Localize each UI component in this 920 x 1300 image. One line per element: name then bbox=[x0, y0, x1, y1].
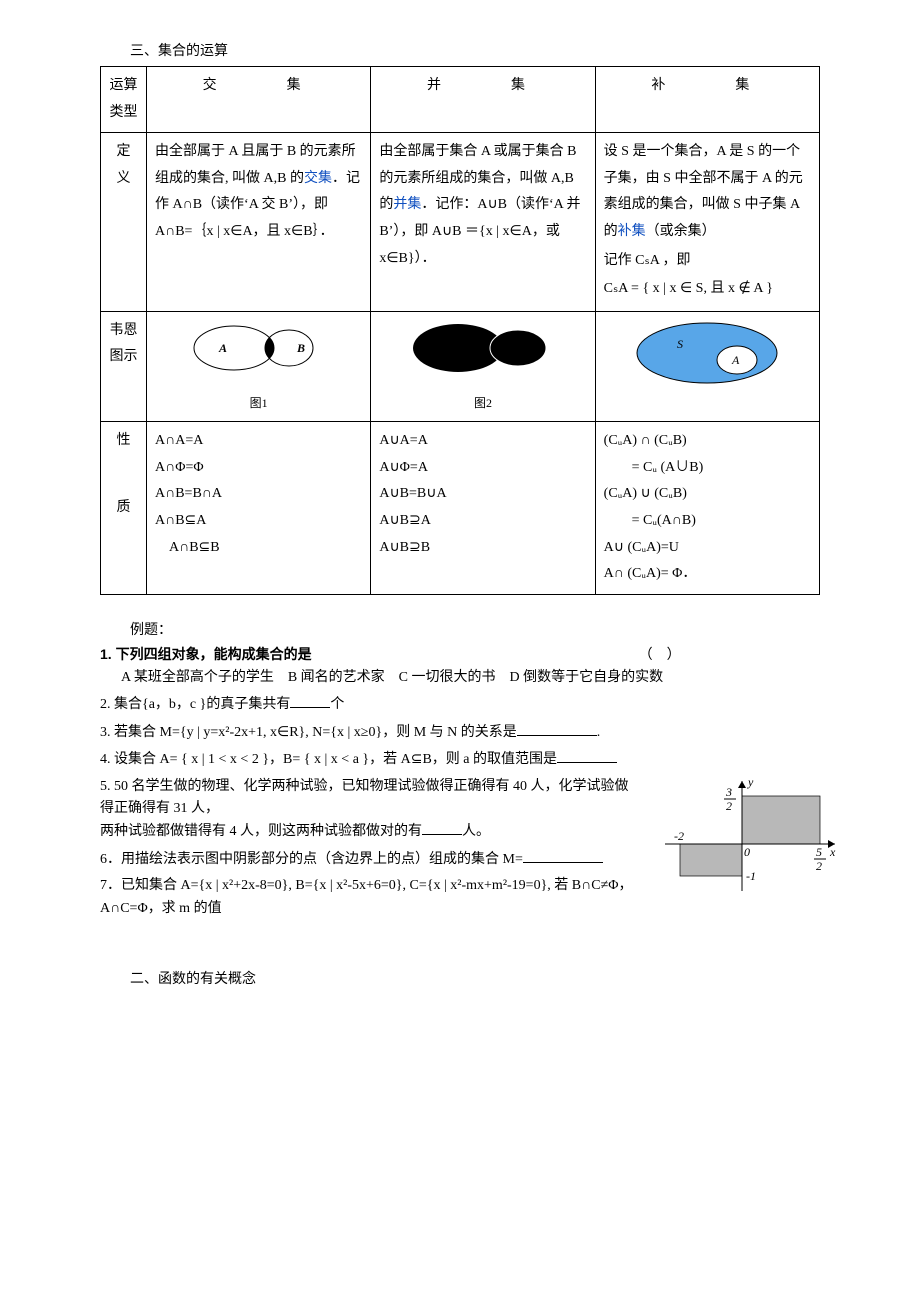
venn-intersection: A B 图1 bbox=[147, 311, 371, 421]
question-1: 1. 下列四组对象，能构成集合的是 （ ） A 某班全部高个子的学生 B 闻名的… bbox=[100, 643, 820, 690]
row-header-properties: 性 质 bbox=[101, 422, 147, 595]
blank-q3 bbox=[517, 721, 597, 736]
def-union: 由全部属于集合 A 或属于集合 B 的元素所组成的集合，叫做 A,B 的并集．记… bbox=[371, 133, 595, 312]
venn-union: 图2 bbox=[371, 311, 595, 421]
examples-title: 例题： bbox=[130, 619, 820, 639]
svg-text:2: 2 bbox=[816, 859, 822, 873]
svg-text:0: 0 bbox=[744, 845, 750, 859]
blank-q4 bbox=[557, 748, 617, 763]
col-header-union: 并 集 bbox=[371, 67, 595, 133]
svg-text:y: y bbox=[747, 776, 754, 789]
svg-text:5: 5 bbox=[816, 845, 822, 859]
svg-text:-2: -2 bbox=[674, 829, 684, 843]
prop-union: A∪A=A A∪Φ=A A∪B=B∪A A∪B⊇A A∪B⊇B bbox=[371, 422, 595, 595]
def-intersection: 由全部属于 A 且属于 B 的元素所组成的集合, 叫做 A,B 的交集．记作 A… bbox=[147, 133, 371, 312]
question-3: 3. 若集合 M={y | y=x²-2x+1, x∈R}, N={x | x≥… bbox=[100, 721, 820, 744]
svg-text:3: 3 bbox=[725, 785, 732, 799]
shaded-region-graph: x y 0 3 2 -2 -1 5 2 bbox=[660, 776, 840, 904]
venn-caption-1: 图1 bbox=[155, 392, 362, 415]
section-title: 三、集合的运算 bbox=[130, 40, 820, 60]
svg-text:S: S bbox=[677, 337, 683, 351]
question-2: 2. 集合{a，b，c }的真子集共有个 bbox=[100, 693, 820, 716]
section-title-2: 二、函数的有关概念 bbox=[130, 968, 820, 988]
prop-complement: (CᵤA) ∩ (CᵤB) = Cᵤ (A∪B) (CᵤA) ∪ (CᵤB) =… bbox=[595, 422, 819, 595]
link-buji: 补集 bbox=[618, 224, 646, 239]
def-complement: 设 S 是一个集合，A 是 S 的一个子集，由 S 中全部不属于 A 的元素组成… bbox=[595, 133, 819, 312]
svg-text:A: A bbox=[218, 341, 227, 355]
question-6: 6．用描绘法表示图中阴影部分的点（含边界上的点）组成的集合 M= bbox=[100, 848, 640, 871]
col-header-complement: 补 集 bbox=[595, 67, 819, 133]
operations-table: 运算类型 交 集 并 集 补 集 定 义 由全部属于 A 且属于 B 的元素所组… bbox=[100, 66, 820, 595]
svg-text:2: 2 bbox=[726, 799, 732, 813]
svg-text:A: A bbox=[731, 353, 740, 367]
row-header-venn: 韦恩图示 bbox=[101, 311, 147, 421]
question-5: 5. 50 名学生做的物理、化学两种试验，已知物理试验做得正确得有 40 人，化… bbox=[100, 776, 640, 844]
question-4: 4. 设集合 A= { x | 1 < x < 2 }，B= { x | x <… bbox=[100, 748, 820, 771]
row-header-definition: 定 义 bbox=[101, 133, 147, 312]
svg-text:x: x bbox=[829, 845, 836, 859]
venn-caption-2: 图2 bbox=[379, 392, 586, 415]
col-header-intersection: 交 集 bbox=[147, 67, 371, 133]
blank-q6 bbox=[523, 848, 603, 863]
prop-intersection: A∩A=A A∩Φ=Φ A∩B=B∩A A∩B⊆A A∩B⊆B bbox=[147, 422, 371, 595]
venn-complement: S A bbox=[595, 311, 819, 421]
svg-text:B: B bbox=[296, 341, 305, 355]
question-7: 7．已知集合 A={x | x²+2x-8=0}, B={x | x²-5x+6… bbox=[100, 875, 640, 920]
row-header-type: 运算类型 bbox=[101, 67, 147, 133]
svg-text:-1: -1 bbox=[746, 869, 756, 883]
link-jiaoji: 交集 bbox=[304, 171, 332, 186]
blank-q2 bbox=[290, 693, 330, 708]
blank-q5 bbox=[422, 820, 462, 835]
question-5-6-7-block: 5. 50 名学生做的物理、化学两种试验，已知物理试验做得正确得有 40 人，化… bbox=[100, 776, 820, 920]
link-bingji: 并集 bbox=[393, 197, 421, 212]
